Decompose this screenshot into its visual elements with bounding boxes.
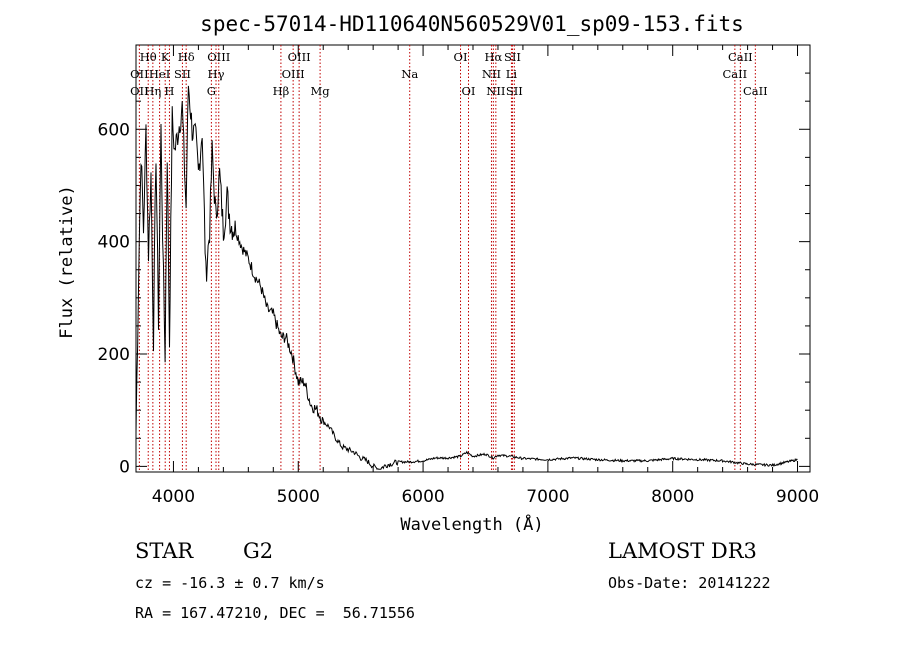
line-label: SII [174, 67, 191, 81]
line-label: NII [486, 84, 505, 98]
x-tick-label: 7000 [526, 487, 569, 507]
line-label: Hη [144, 84, 161, 98]
line-label: OII [130, 84, 149, 98]
line-label: G [207, 84, 216, 98]
line-label: SII [504, 50, 521, 64]
object-class: STAR [135, 539, 194, 563]
x-tick-label: 5000 [277, 487, 320, 507]
y-tick-label: 200 [98, 345, 130, 365]
y-tick-label: 600 [98, 120, 130, 140]
line-label: Hβ [273, 84, 290, 98]
line-label: OII [130, 67, 149, 81]
line-label: OIII [288, 50, 311, 64]
line-label: NII [482, 67, 501, 81]
spectrum-line [135, 85, 798, 470]
line-label: H [164, 84, 174, 98]
object-subclass: G2 [243, 539, 274, 563]
x-tick-label: 8000 [651, 487, 694, 507]
line-label: OIII [282, 67, 305, 81]
x-tick-label: 9000 [776, 487, 819, 507]
x-tick-label: 6000 [401, 487, 444, 507]
line-label: HeI [149, 67, 170, 81]
y-tick-label: 400 [98, 233, 130, 253]
x-tick-label: 4000 [152, 487, 195, 507]
redshift-readout: cz = -16.3 ± 0.7 km/s [135, 574, 325, 592]
line-label: Na [401, 67, 418, 81]
survey-name: LAMOST DR3 [608, 539, 757, 563]
line-label: CaII [728, 50, 753, 64]
line-label: Li [506, 67, 518, 81]
line-label: Hδ [178, 50, 195, 64]
line-label: OIII [207, 50, 230, 64]
line-label: Hα [484, 50, 502, 64]
observation-date: Obs-Date: 20141222 [608, 574, 771, 592]
line-label: CaII [743, 84, 768, 98]
chart-title: spec-57014-HD110640N560529V01_sp09-153.f… [200, 12, 744, 36]
coordinates-readout: RA = 167.47210, DEC = 56.71556 [135, 604, 415, 622]
line-label: Hθ [140, 50, 157, 64]
x-axis-label: Wavelength (Å) [400, 513, 543, 535]
y-tick-label: 0 [119, 457, 130, 477]
line-label: CaII [722, 67, 747, 81]
line-label: SII [506, 84, 523, 98]
line-label: K [161, 50, 170, 64]
line-label: Hγ [208, 67, 225, 81]
line-label: OI [454, 50, 468, 64]
line-label: Mg [311, 84, 331, 98]
plot-frame [135, 44, 811, 473]
y-axis-label: Flux (relative) [57, 185, 77, 339]
line-label: OI [462, 84, 476, 98]
